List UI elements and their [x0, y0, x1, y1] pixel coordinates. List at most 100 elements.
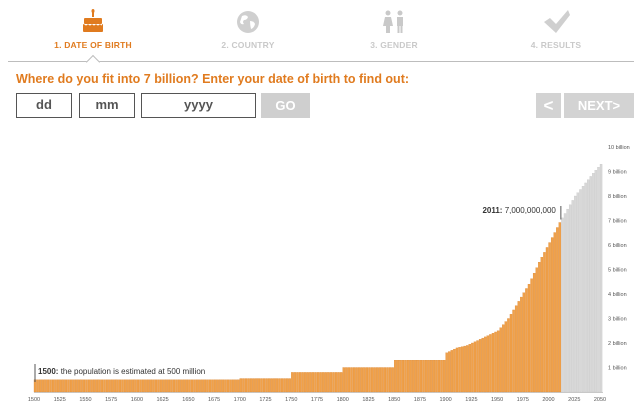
population-bar	[499, 327, 502, 393]
population-bar	[206, 379, 209, 393]
population-bar	[563, 213, 567, 393]
population-bar	[445, 352, 448, 393]
step-date-of-birth[interactable]: 1. DATE OF BIRTH	[13, 0, 173, 60]
population-bar	[381, 367, 384, 393]
population-bar	[550, 237, 554, 393]
population-bar	[46, 379, 50, 393]
population-bar	[589, 176, 592, 393]
next-button[interactable]: NEXT>	[564, 93, 634, 118]
step-label: 4. RESULTS	[530, 40, 582, 50]
population-bar	[296, 372, 299, 393]
previous-button[interactable]: <	[536, 93, 561, 118]
population-bar	[406, 359, 410, 393]
population-bar	[386, 367, 389, 393]
y-tick-label: 9 billion	[608, 170, 627, 176]
population-bar	[460, 346, 464, 393]
population-bar	[177, 379, 181, 393]
population-bar	[525, 288, 528, 393]
x-tick-label: 1550	[79, 397, 91, 403]
x-tick-label: 1725	[259, 397, 271, 403]
population-bar	[545, 247, 549, 393]
population-bar	[103, 379, 106, 393]
population-bar	[260, 378, 263, 393]
population-bar	[165, 379, 168, 393]
population-bar	[360, 367, 363, 393]
population-bar	[249, 378, 253, 393]
population-bar	[512, 309, 515, 393]
x-tick-label: 1650	[182, 397, 194, 403]
step-progress-bar: 1. DATE OF BIRTH 2. COUNTRY 3. GENDER	[0, 0, 640, 70]
y-tick-label: 2 billion	[608, 341, 627, 347]
population-bar	[152, 379, 155, 393]
gender-icon	[314, 8, 474, 36]
population-bar	[87, 379, 91, 393]
population-bar	[594, 170, 598, 393]
population-bar	[481, 337, 484, 393]
population-bar	[62, 379, 65, 393]
population-bar	[141, 379, 145, 393]
population-bar	[412, 359, 415, 393]
population-bar	[170, 379, 173, 393]
population-bar	[502, 324, 505, 393]
population-bar	[188, 379, 191, 393]
population-bar	[599, 163, 603, 393]
population-bar	[126, 379, 129, 393]
step-gender[interactable]: 3. GENDER	[314, 0, 474, 60]
step-label: 3. GENDER	[370, 40, 418, 50]
day-input[interactable]: dd	[16, 93, 72, 118]
population-bar	[571, 200, 574, 393]
population-bar	[108, 379, 111, 393]
population-bar	[221, 379, 225, 393]
population-bar	[558, 222, 562, 393]
population-bar	[592, 173, 595, 393]
population-bar	[319, 372, 322, 393]
population-bar	[334, 372, 338, 393]
population-bar	[301, 372, 304, 393]
population-bar	[93, 379, 96, 393]
year-input[interactable]: yyyy	[141, 93, 256, 118]
x-tick-label: 1900	[439, 397, 451, 403]
x-tick-label: 1800	[337, 397, 349, 403]
population-bar	[285, 378, 289, 393]
population-bar	[514, 305, 518, 393]
population-bar	[414, 359, 418, 393]
population-bar	[484, 336, 487, 393]
x-tick-label: 1525	[54, 397, 66, 403]
population-bar	[265, 378, 268, 393]
population-bar	[553, 232, 556, 393]
population-bar	[275, 378, 279, 393]
population-bar	[118, 379, 122, 393]
population-bar	[280, 378, 284, 393]
population-bar	[255, 378, 258, 393]
population-bar	[316, 372, 320, 393]
globe-icon	[168, 8, 328, 36]
population-bar	[39, 379, 42, 393]
step-results[interactable]: 4. RESULTS	[476, 0, 636, 60]
go-button[interactable]: GO	[261, 93, 310, 118]
population-bar	[566, 208, 569, 393]
population-bar	[201, 379, 204, 393]
population-bar	[373, 367, 376, 393]
population-bar	[455, 347, 459, 393]
step-country[interactable]: 2. COUNTRY	[168, 0, 328, 60]
population-bar	[365, 367, 369, 393]
population-bar	[401, 359, 405, 393]
population-bar	[129, 379, 132, 393]
x-tick-label: 1775	[311, 397, 323, 403]
population-bar	[350, 367, 353, 393]
population-bar	[82, 379, 86, 393]
population-bar	[57, 379, 60, 393]
x-tick-label: 1750	[285, 397, 297, 403]
population-bar	[147, 379, 150, 393]
population-bar	[175, 379, 178, 393]
population-bar	[195, 379, 199, 393]
population-bar	[203, 379, 207, 393]
population-bar	[478, 339, 482, 393]
population-bar	[453, 348, 456, 393]
population-bar	[422, 359, 425, 393]
population-bar	[311, 372, 315, 393]
population-bar	[378, 367, 381, 393]
month-input[interactable]: mm	[79, 93, 135, 118]
population-bar	[67, 379, 70, 393]
population-bar	[267, 378, 271, 393]
